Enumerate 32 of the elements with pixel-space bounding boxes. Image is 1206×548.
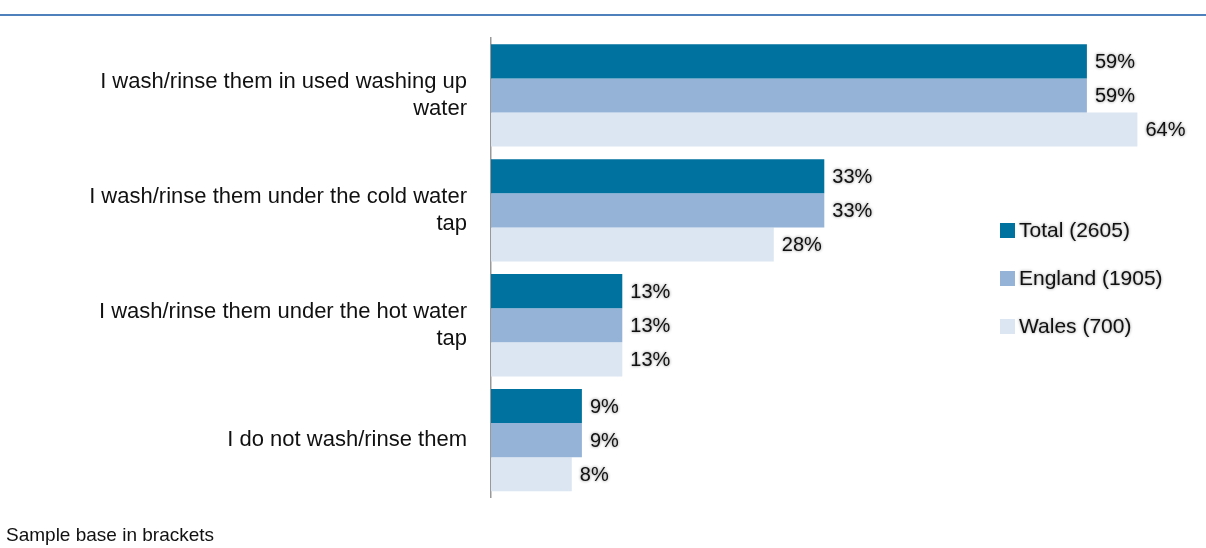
text: Sample base in brackets [6, 524, 215, 546]
bar [491, 423, 582, 458]
bar [491, 112, 1138, 147]
bar [491, 342, 623, 377]
data-label: 9% [589, 428, 620, 451]
y-tick-label: I do not wash/rinse them [227, 426, 467, 452]
data-label: 13% [630, 279, 671, 302]
data-label: 8% [579, 462, 609, 485]
data-label: 59% [1094, 49, 1136, 72]
bar [491, 193, 825, 228]
data-label: 33% [832, 164, 873, 187]
y-tick-label: I wash/rinse them under the hot water tap [98, 298, 467, 350]
bar [491, 44, 1087, 79]
bar [491, 389, 582, 424]
data-label: 13% [630, 313, 671, 336]
data-label: 59% [1094, 83, 1136, 106]
y-tick-label: I wash/rinse them under the cold water tap [89, 183, 467, 235]
legend-label: England (1905) [1019, 266, 1163, 290]
bar [491, 159, 825, 194]
bar [491, 78, 1087, 113]
bar [491, 227, 774, 262]
legend-label: Wales (700) [1019, 314, 1132, 338]
legend-label: Total (2605) [1019, 218, 1130, 242]
bar [491, 274, 623, 309]
data-label: 28% [781, 232, 823, 255]
data-label: 13% [630, 347, 671, 370]
data-label: 64% [1145, 118, 1186, 141]
y-tick-label: I wash/rinse them in used washing up water [100, 68, 467, 120]
data-label: 33% [832, 198, 873, 221]
bar [491, 308, 623, 343]
bar [491, 457, 572, 492]
data-label: 9% [589, 394, 620, 417]
